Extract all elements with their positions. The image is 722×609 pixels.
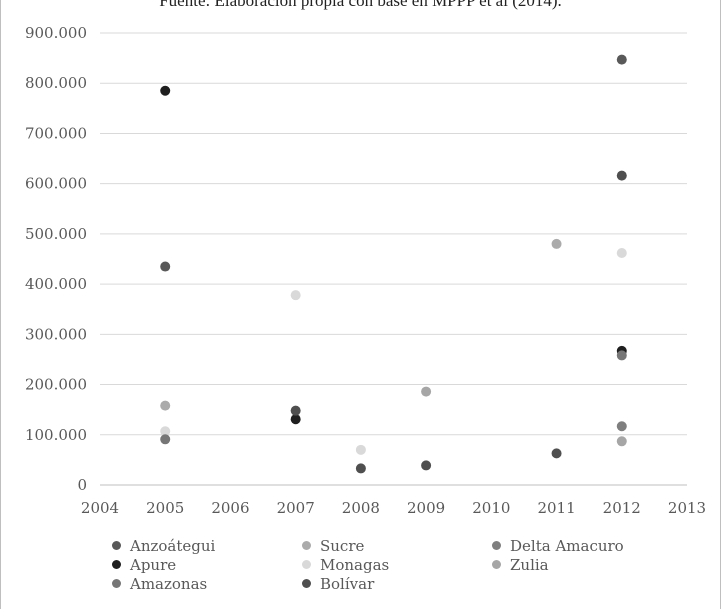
legend-item-apure: Apure [112, 555, 302, 574]
y-tick-label: 300.000 [25, 325, 87, 343]
data-point-bolivar [551, 448, 562, 459]
data-point-apure [290, 414, 301, 425]
x-tick-label: 2011 [537, 499, 575, 517]
data-point-bolivar [616, 170, 627, 181]
data-point-monagas [160, 426, 171, 437]
legend-marker [302, 560, 311, 569]
y-tick-label: 900.000 [25, 24, 87, 42]
legend-item-zulia: Zulia [492, 555, 702, 574]
legend-label: Delta Amacuro [510, 536, 624, 555]
data-point-zulia [421, 386, 432, 397]
x-tick-label: 2012 [603, 499, 641, 517]
x-tick-label: 2013 [668, 499, 706, 517]
data-point-delta-amacuro [616, 421, 627, 432]
legend-marker [302, 579, 311, 588]
y-tick-label: 100.000 [25, 426, 87, 444]
y-tick-label: 500.000 [25, 225, 87, 243]
legend-item-delta-amacuro: Delta Amacuro [492, 536, 702, 555]
legend-label: Bolívar [320, 574, 375, 593]
data-point-amazonas [160, 434, 171, 445]
y-tick-label: 200.000 [25, 376, 87, 394]
data-point-monagas [290, 290, 301, 301]
data-point-anzoategui [160, 261, 171, 272]
data-point-bolivar [421, 460, 432, 471]
data-point-sucre [160, 400, 171, 411]
chart-legend: Anzoátegui Sucre Delta Amacuro Apure Monagas… [112, 536, 702, 593]
x-tick-label: 2008 [342, 499, 380, 517]
data-point-monagas [355, 444, 366, 455]
y-tick-label: 400.000 [25, 275, 87, 293]
data-point-bolivar [355, 463, 366, 474]
data-point-zulia [616, 436, 627, 447]
y-tick-label: 600.000 [25, 175, 87, 193]
x-tick-label: 2006 [211, 499, 249, 517]
data-point-anzoategui [616, 54, 627, 65]
legend-item-bolivar: Bolívar [302, 574, 492, 593]
legend-label: Amazonas [130, 574, 208, 593]
legend-label: Monagas [320, 555, 390, 574]
y-tick-label: 800.000 [25, 74, 87, 92]
x-tick-label: 2007 [277, 499, 315, 517]
legend-label: Zulia [510, 555, 549, 574]
data-point-amazonas [616, 350, 627, 361]
x-tick-label: 2005 [146, 499, 184, 517]
legend-marker [112, 560, 121, 569]
legend-marker [112, 541, 121, 550]
legend-marker [492, 560, 501, 569]
data-point-bolivar [290, 405, 301, 416]
data-point-apure [160, 85, 171, 96]
legend-label: Apure [130, 555, 177, 574]
x-tick-label: 2009 [407, 499, 445, 517]
legend-item-anzoategui: Anzoátegui [112, 536, 302, 555]
source-caption: Fuente: Elaboración propia con base en M… [159, 0, 562, 10]
x-tick-label: 2010 [472, 499, 510, 517]
legend-marker [492, 541, 501, 550]
y-tick-label: 700.000 [25, 124, 87, 142]
legend-item-amazonas: Amazonas [112, 574, 302, 593]
data-point-monagas [616, 247, 627, 258]
legend-label: Sucre [320, 536, 365, 555]
legend-label: Anzoátegui [130, 536, 216, 555]
legend-item-sucre: Sucre [302, 536, 492, 555]
legend-item-monagas: Monagas [302, 555, 492, 574]
y-tick-label: 0 [77, 476, 87, 494]
x-tick-label: 2004 [81, 499, 119, 517]
scatter-chart: 0 100.000 200.000 300.000 400.000 500.000 600.… [25, 24, 706, 517]
legend-marker [112, 579, 121, 588]
legend-marker [302, 541, 311, 550]
data-point-sucre [551, 238, 562, 249]
